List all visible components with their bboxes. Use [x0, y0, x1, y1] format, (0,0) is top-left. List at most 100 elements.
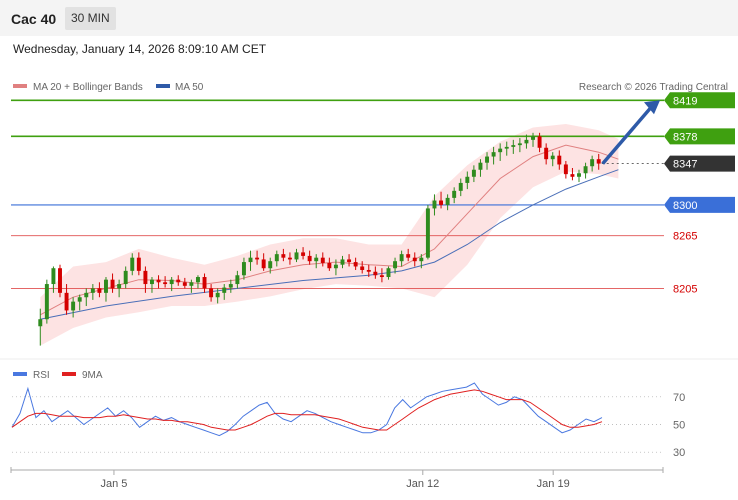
rsi-ma-line	[11, 389, 603, 431]
interval-button[interactable]: 30 MIN	[65, 7, 116, 30]
candle	[577, 169, 581, 183]
candle	[491, 146, 496, 165]
candle	[320, 252, 325, 267]
candle	[347, 254, 352, 267]
candle	[445, 194, 450, 211]
candle	[458, 178, 463, 197]
candle	[189, 279, 194, 293]
candle	[64, 284, 69, 315]
candle	[248, 250, 253, 271]
candle	[333, 259, 338, 276]
candle	[327, 257, 332, 271]
rsi-legend-label: RSI	[33, 370, 50, 381]
candle	[511, 139, 516, 154]
timestamp: Wednesday, January 14, 2026 8:09:10 AM C…	[13, 42, 267, 56]
candle	[215, 288, 220, 304]
forecast-arrow-shaft	[601, 105, 654, 165]
rsi-tick-70: 70	[673, 392, 685, 404]
candle	[44, 279, 49, 324]
candle	[169, 277, 174, 292]
candle	[268, 257, 273, 274]
candle	[228, 279, 233, 293]
candle	[182, 277, 187, 289]
header-bar: Cac 40 30 MIN	[0, 0, 738, 36]
candle	[307, 250, 312, 265]
candle	[222, 284, 227, 300]
candle	[406, 248, 411, 262]
candle	[550, 152, 555, 167]
candle	[452, 187, 457, 204]
candle	[90, 284, 95, 300]
forecast-arrow-head	[644, 100, 660, 115]
price-tag-8378	[664, 128, 735, 145]
candle	[517, 138, 522, 153]
candle	[255, 250, 260, 265]
rsi-tick-50: 50	[673, 420, 685, 432]
ma20-legend-label: MA 20 + Bollinger Bands	[33, 82, 143, 93]
candle	[281, 248, 286, 262]
price-tag-8347	[664, 155, 735, 172]
candle	[176, 275, 181, 286]
candle	[51, 266, 56, 293]
price-levels: 8419 8378 8347 8300 8265 8205	[11, 92, 735, 295]
x-axis: Jan 5 Jan 12 Jan 19	[10, 467, 664, 490]
candle	[136, 252, 141, 276]
ma20-legend-swatch	[13, 84, 27, 88]
candle	[425, 204, 430, 260]
candle	[419, 254, 424, 269]
candle	[379, 268, 384, 283]
candle	[557, 150, 562, 170]
instrument-title: Cac 40	[11, 11, 57, 27]
candle	[143, 266, 148, 293]
candle	[570, 167, 575, 181]
candle	[583, 162, 588, 179]
candle	[150, 277, 154, 293]
price-tag-8419	[664, 92, 735, 109]
price-label-8347: 8347	[673, 159, 697, 171]
candle	[504, 141, 509, 156]
candle	[439, 191, 444, 209]
x-tick-label: Jan 5	[100, 478, 127, 490]
candle	[432, 194, 437, 216]
candle	[353, 257, 358, 270]
candle	[38, 308, 43, 346]
candle	[386, 266, 391, 280]
candle	[77, 294, 82, 311]
candle	[412, 252, 417, 267]
candle	[478, 159, 483, 177]
candle	[294, 248, 299, 263]
candle	[58, 264, 62, 298]
candle	[301, 247, 306, 260]
candle	[373, 266, 378, 279]
rsi-legend-swatch	[13, 372, 27, 376]
ma50-line	[40, 169, 619, 320]
candle	[110, 273, 115, 293]
price-label-8205: 8205	[673, 283, 697, 295]
candle	[596, 153, 601, 170]
x-tick-label: Jan 19	[537, 478, 570, 490]
candle	[314, 254, 319, 269]
candle	[340, 255, 345, 269]
candle	[71, 297, 76, 318]
price-label-8265: 8265	[673, 231, 697, 243]
candle	[274, 250, 279, 267]
candle	[235, 270, 240, 289]
candle	[590, 155, 595, 172]
forecast-arrow	[601, 100, 660, 165]
candle	[498, 143, 503, 161]
candle	[287, 252, 292, 265]
price-label-8419: 8419	[673, 95, 697, 107]
candle	[393, 257, 398, 274]
candle	[524, 134, 529, 149]
price-label-8300: 8300	[673, 200, 697, 212]
rsi-line	[11, 382, 603, 437]
candle	[104, 277, 108, 302]
candle	[84, 288, 89, 307]
price-tag-8300	[664, 196, 735, 213]
rsi-ma-legend-swatch	[62, 372, 76, 376]
candle	[163, 276, 168, 288]
candle	[241, 257, 246, 280]
candles	[38, 132, 601, 346]
x-tick-label: Jan 12	[406, 478, 439, 490]
